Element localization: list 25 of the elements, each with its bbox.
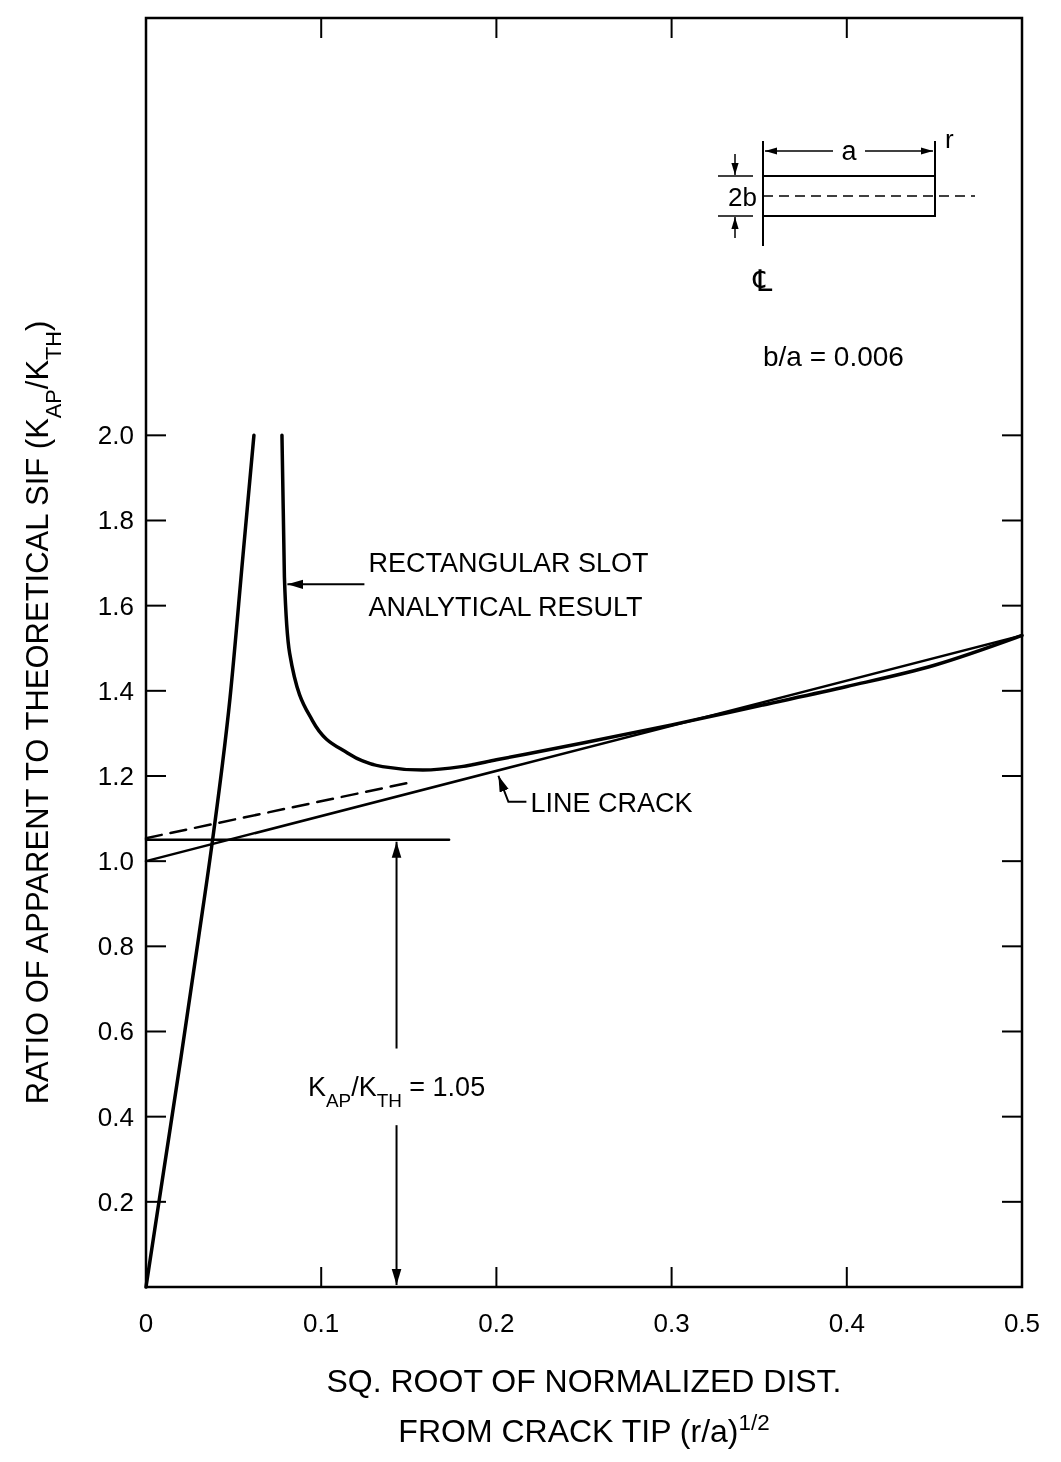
y-tick-label: 0.6 bbox=[97, 1016, 134, 1047]
annotation: LINE CRACK bbox=[530, 787, 693, 818]
x-tick-label: 0.5 bbox=[1003, 1308, 1041, 1338]
y-tick-label: 1.8 bbox=[97, 505, 134, 536]
annotation: 2b bbox=[728, 182, 757, 212]
annotation: a bbox=[841, 136, 858, 166]
annotation: ℄ bbox=[752, 264, 773, 297]
annotation: K$_{AP}$/K$_{TH}$ = 1.05 bbox=[307, 1071, 486, 1111]
x-tick-label: 0.3 bbox=[653, 1308, 690, 1338]
y-tick-label: 1.2 bbox=[97, 760, 134, 791]
y-tick-label: 1.4 bbox=[97, 675, 134, 706]
annotation: RECTANGULAR SLOT ANALYTICAL RESULT bbox=[368, 548, 649, 623]
y-tick-label: 0.4 bbox=[97, 1101, 134, 1132]
x-tick-label: 0.2 bbox=[478, 1308, 515, 1338]
y-tick-label: 0.8 bbox=[97, 931, 134, 962]
y-tick-label: 1.0 bbox=[97, 846, 134, 877]
y-tick-label: 1.6 bbox=[97, 590, 134, 621]
annotation: b/a = 0.006 bbox=[763, 341, 904, 372]
x-tick-label: 0 bbox=[138, 1308, 154, 1338]
x-axis-title: SQ. ROOT OF NORMALIZED DIST. FROM CRACK TIP (r/a)$^{1/2}$ bbox=[326, 1363, 842, 1449]
y-tick-label: 2.0 bbox=[97, 420, 134, 451]
y-tick-label: 0.2 bbox=[97, 1186, 134, 1217]
annotation: r bbox=[945, 124, 954, 154]
x-tick-label: 0.1 bbox=[303, 1308, 340, 1338]
x-tick-label: 0.4 bbox=[828, 1308, 865, 1338]
